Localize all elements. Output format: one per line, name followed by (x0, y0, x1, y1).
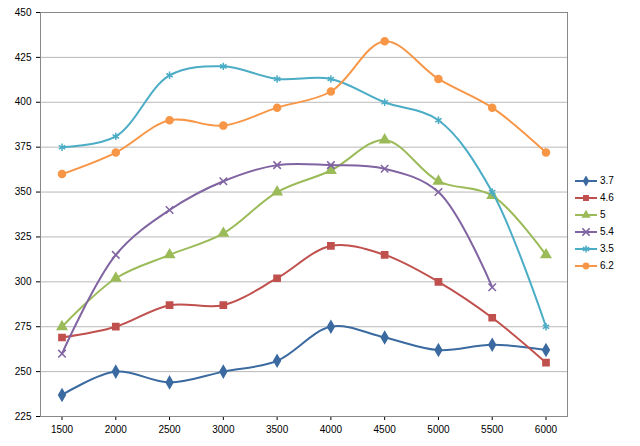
html-text:3.5: 3.5 (600, 243, 614, 254)
svg-text:400: 400 (15, 96, 32, 107)
html-text:5.4: 5.4 (600, 226, 614, 237)
svg-text:300: 300 (15, 276, 32, 287)
html-text:5: 5 (600, 209, 606, 220)
svg-text:325: 325 (15, 231, 32, 242)
svg-text:350: 350 (15, 186, 32, 197)
svg-text:1500: 1500 (51, 424, 74, 435)
svg-text:4000: 4000 (320, 424, 343, 435)
svg-text:2000: 2000 (105, 424, 128, 435)
svg-text:3000: 3000 (212, 424, 235, 435)
svg-text:425: 425 (15, 52, 32, 63)
svg-text:375: 375 (15, 141, 32, 152)
svg-text:5000: 5000 (427, 424, 450, 435)
html-text:6.2: 6.2 (600, 260, 614, 271)
svg-text:6000: 6000 (535, 424, 558, 435)
svg-text:2500: 2500 (158, 424, 181, 435)
svg-text:250: 250 (15, 366, 32, 377)
svg-text:225: 225 (15, 411, 32, 422)
svg-text:4500: 4500 (374, 424, 397, 435)
svg-text:5500: 5500 (481, 424, 504, 435)
svg-text:3500: 3500 (266, 424, 289, 435)
svg-text:450: 450 (15, 7, 32, 18)
html-text:4.6: 4.6 (600, 192, 614, 203)
html-text:3.7: 3.7 (600, 175, 614, 186)
svg-text:275: 275 (15, 321, 32, 332)
